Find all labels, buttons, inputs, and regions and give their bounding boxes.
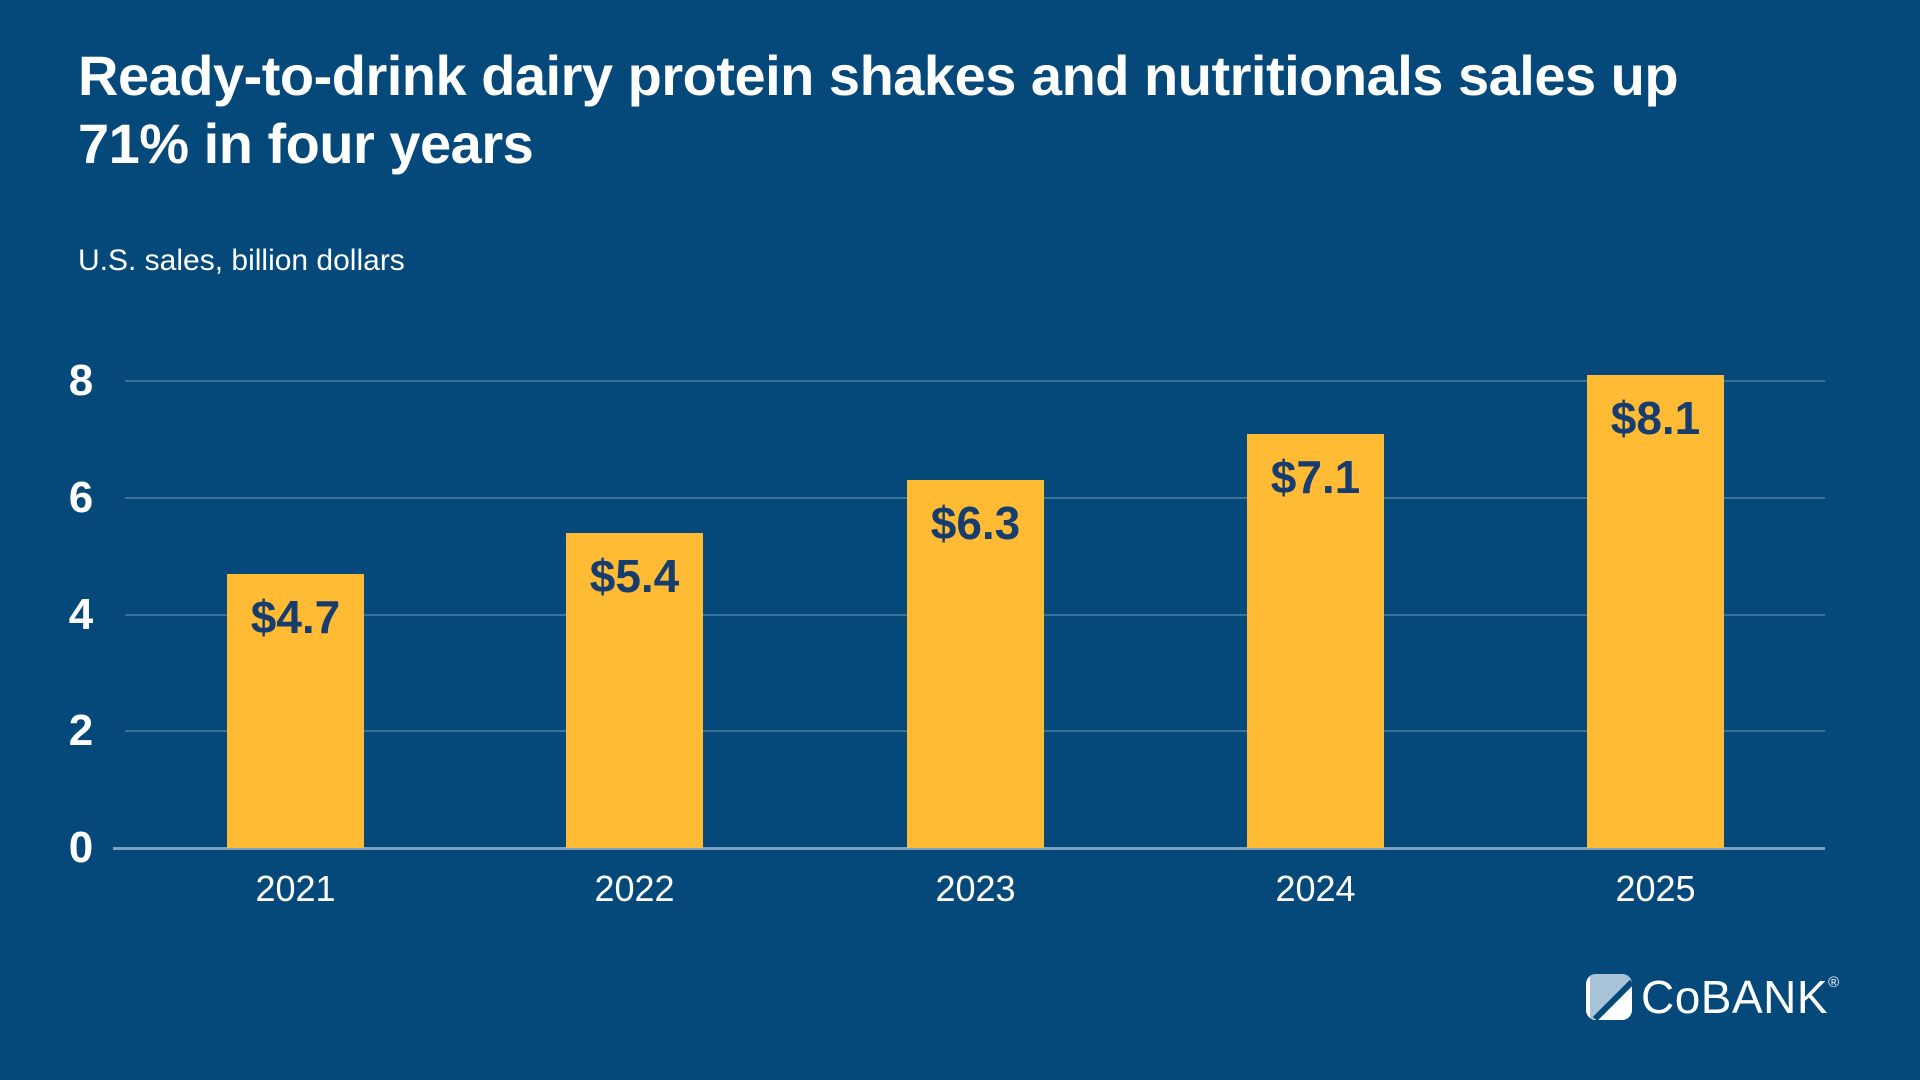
bar-value-label-2022: $5.4 (589, 550, 680, 602)
cobank-mark-icon (1586, 974, 1632, 1020)
x-axis-tick-2025: 2025 (1615, 868, 1696, 909)
bar-2025: $8.1 (1587, 375, 1724, 848)
x-axis-tick-2024: 2024 (1275, 868, 1356, 909)
chart-title-line1: Ready-to-drink dairy protein shakes and … (78, 44, 1679, 107)
bar-value-label-2023: $6.3 (930, 497, 1021, 549)
y-axis-tick-8: 8 (68, 356, 94, 405)
x-axis-baseline (113, 847, 1825, 850)
chart-title-line2: 71% in four years (78, 112, 534, 175)
bar-2023: $6.3 (907, 480, 1044, 848)
y-axis-tick-4: 4 (68, 590, 94, 639)
bar-2021: $4.7 (227, 574, 364, 848)
bar-value-label-2025: $8.1 (1610, 392, 1701, 444)
chart-subtitle: U.S. sales, billion dollars (78, 244, 405, 277)
registered-mark: ® (1828, 974, 1840, 991)
bar-value-label-2021: $4.7 (250, 591, 341, 643)
bar-2024: $7.1 (1247, 434, 1384, 848)
gridline-y8 (125, 380, 1825, 382)
x-axis-tick-2022: 2022 (594, 868, 675, 909)
cobank-logo: CoBANK® (1586, 974, 1840, 1020)
x-axis-tick-2023: 2023 (935, 868, 1016, 909)
y-axis-tick-6: 6 (68, 473, 94, 522)
x-axis-tick-2021: 2021 (255, 868, 336, 909)
y-axis-tick-2: 2 (68, 706, 94, 755)
chart-title: Ready-to-drink dairy protein shakes and … (78, 42, 1878, 178)
y-axis-tick-0: 0 (68, 823, 94, 872)
bar-2022: $5.4 (566, 533, 703, 848)
bar-value-label-2024: $7.1 (1270, 451, 1361, 503)
cobank-wordmark: CoBANK® (1641, 971, 1840, 1023)
